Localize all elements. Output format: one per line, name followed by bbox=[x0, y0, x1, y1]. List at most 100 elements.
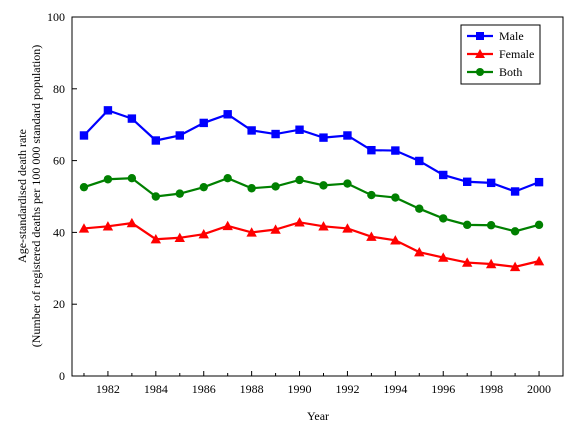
legend-item-male: Male bbox=[467, 29, 524, 43]
legend-label-female: Female bbox=[499, 47, 534, 61]
series-female bbox=[78, 217, 545, 272]
data-point-male bbox=[391, 146, 400, 155]
data-point-both bbox=[199, 182, 208, 192]
legend-item-female: Female bbox=[467, 47, 534, 61]
data-point-female bbox=[438, 252, 449, 262]
x-tick-label: 1986 bbox=[192, 382, 216, 396]
legend-marker-female bbox=[475, 49, 485, 58]
data-point-both bbox=[151, 192, 161, 201]
data-point-male bbox=[486, 178, 496, 188]
x-axis-title: Year bbox=[307, 409, 329, 423]
data-point-both bbox=[534, 220, 544, 230]
legend-label-both: Both bbox=[499, 65, 522, 79]
data-point-both bbox=[486, 221, 496, 230]
x-tick-label: 1990 bbox=[288, 382, 312, 396]
data-point-both bbox=[175, 189, 184, 198]
data-point-male bbox=[127, 114, 137, 123]
data-point-both bbox=[462, 220, 472, 230]
data-point-male bbox=[343, 131, 352, 140]
data-point-female bbox=[294, 217, 305, 227]
data-point-male bbox=[534, 177, 544, 187]
data-point-male bbox=[319, 133, 328, 142]
data-point-male bbox=[271, 129, 280, 139]
data-point-both bbox=[127, 173, 137, 183]
x-tick-label: 1992 bbox=[335, 382, 359, 396]
legend-marker-male bbox=[476, 32, 484, 40]
data-point-both bbox=[247, 184, 256, 193]
data-point-female bbox=[485, 258, 497, 269]
data-point-female bbox=[366, 231, 377, 241]
data-point-female bbox=[222, 220, 233, 231]
data-point-female bbox=[246, 227, 257, 237]
legend-item-both: Both bbox=[467, 65, 522, 79]
data-point-female bbox=[461, 257, 473, 267]
data-point-female bbox=[102, 221, 114, 231]
data-point-male bbox=[415, 156, 424, 166]
data-point-female bbox=[414, 246, 425, 257]
y-tick-label: 60 bbox=[53, 154, 65, 168]
data-point-female bbox=[342, 223, 353, 233]
data-point-both bbox=[343, 179, 352, 188]
y-tick-label: 100 bbox=[47, 10, 65, 24]
data-point-male bbox=[510, 187, 520, 196]
data-point-both bbox=[103, 175, 113, 184]
data-point-female bbox=[318, 221, 329, 231]
plot-area bbox=[71, 16, 564, 377]
legend-label-male: Male bbox=[499, 29, 524, 43]
data-point-female bbox=[198, 228, 209, 239]
plot-border bbox=[71, 16, 564, 377]
x-tick-label: 1984 bbox=[144, 382, 168, 396]
data-point-both bbox=[391, 193, 400, 202]
data-point-male bbox=[367, 145, 376, 155]
data-point-both bbox=[319, 181, 328, 190]
series-both bbox=[79, 173, 544, 236]
series-male bbox=[79, 106, 544, 196]
y-tick-label: 80 bbox=[53, 82, 65, 96]
data-point-male bbox=[79, 131, 89, 140]
x-tick-label: 1988 bbox=[240, 382, 264, 396]
legend: Male Female Both bbox=[460, 24, 541, 85]
data-point-male bbox=[462, 177, 472, 186]
data-point-male bbox=[247, 126, 256, 135]
data-point-male bbox=[223, 110, 232, 119]
y-axis-title: Age-standardised death rate (Number of r… bbox=[15, 45, 43, 348]
data-point-female bbox=[533, 255, 545, 266]
x-tick-label: 2000 bbox=[527, 382, 551, 396]
data-point-male bbox=[199, 118, 208, 128]
data-point-both bbox=[510, 227, 520, 236]
data-point-female bbox=[390, 235, 401, 245]
x-tick-label: 1998 bbox=[479, 382, 503, 396]
y-axis: 0 20 40 60 80 100 bbox=[47, 10, 77, 383]
data-point-female bbox=[270, 224, 281, 234]
data-point-female bbox=[126, 217, 138, 228]
data-point-male bbox=[151, 136, 161, 145]
series-layer bbox=[78, 106, 545, 272]
data-point-both bbox=[271, 182, 280, 191]
legend-marker-both bbox=[476, 68, 484, 76]
y-axis-title-line2: (Number of registered deaths per 100 000… bbox=[29, 45, 43, 348]
data-point-female bbox=[150, 234, 162, 244]
data-point-both bbox=[79, 182, 89, 192]
y-tick-label: 20 bbox=[53, 297, 65, 311]
x-tick-label: 1994 bbox=[383, 382, 407, 396]
data-point-male bbox=[439, 170, 448, 180]
data-point-female bbox=[509, 261, 521, 272]
data-point-both bbox=[223, 173, 232, 183]
y-tick-label: 40 bbox=[53, 225, 65, 239]
data-point-male bbox=[175, 131, 184, 140]
x-tick-label: 1996 bbox=[431, 382, 455, 396]
data-point-both bbox=[415, 204, 424, 213]
data-point-male bbox=[295, 125, 304, 134]
y-axis-title-line1: Age-standardised death rate bbox=[15, 129, 29, 263]
series-line-female bbox=[83, 221, 540, 268]
data-point-both bbox=[367, 190, 376, 200]
data-point-male bbox=[103, 106, 113, 115]
data-point-both bbox=[295, 175, 304, 185]
data-point-both bbox=[439, 214, 448, 223]
x-axis: 1982 1984 1986 1988 1990 1992 1994 1996 1998 2000 bbox=[83, 371, 551, 396]
data-point-female bbox=[78, 223, 90, 233]
y-tick-label: 0 bbox=[59, 369, 65, 383]
data-point-female bbox=[174, 232, 185, 242]
x-tick-label: 1982 bbox=[96, 382, 120, 396]
